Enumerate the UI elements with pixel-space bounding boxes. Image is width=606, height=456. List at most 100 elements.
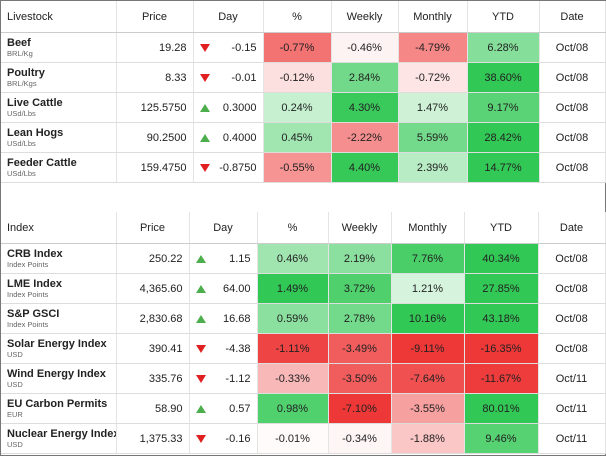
column-header: Weekly (328, 212, 392, 244)
price: 159.4750 (116, 152, 194, 183)
instrument-name: Nuclear Energy Index (7, 428, 116, 440)
ytd-change: 9.17% (467, 92, 540, 123)
day-value: 0.3000 (222, 101, 257, 114)
day-value: -0.01 (231, 71, 257, 84)
pct-change: -0.77% (263, 32, 332, 63)
data-row: Lean Hogs USd/Lbs 90.2500 0.4000 0.45% -2.22%… (1, 122, 606, 153)
ytd-change: 40.34% (464, 243, 539, 274)
name-cell: Poultry BRL/Kgs (1, 62, 117, 93)
weekly-change: -0.46% (331, 32, 399, 63)
pct-change: 0.59% (257, 303, 329, 334)
price: 125.5750 (116, 92, 194, 123)
ytd-change: 6.28% (467, 32, 540, 63)
name-cell: Wind Energy Index USD (1, 363, 117, 394)
unit: USd/Lbs (7, 109, 36, 118)
name-cell: Live Cattle USd/Lbs (1, 92, 117, 123)
day-value: 0.4000 (222, 131, 257, 144)
unit: USd/Lbs (7, 139, 36, 148)
date: Oct/08 (539, 62, 606, 93)
column-header: Day (193, 1, 264, 33)
date: Oct/08 (539, 152, 606, 183)
date: Oct/11 (538, 393, 606, 424)
day-change: -0.01 (193, 62, 264, 93)
column-header: Price (116, 1, 194, 33)
instrument-name: S&P GSCI (7, 308, 60, 320)
instrument-name: Feeder Cattle (7, 157, 77, 169)
unit: EUR (7, 410, 23, 419)
pct-change: 0.24% (263, 92, 332, 123)
day-change: 1.15 (189, 243, 258, 274)
name-cell: S&P GSCI Index Points (1, 303, 117, 334)
data-row: Wind Energy Index USD 335.76 -1.12 -0.33% -3.… (1, 363, 606, 394)
ytd-change: 14.77% (467, 152, 540, 183)
direction-arrow (195, 284, 206, 293)
monthly-change: 2.39% (398, 152, 468, 183)
direction-arrow (195, 314, 206, 323)
direction-arrow (199, 43, 210, 52)
day-value: 16.68 (222, 312, 251, 325)
instrument-name: EU Carbon Permits (7, 398, 108, 410)
date: Oct/08 (539, 32, 606, 63)
instrument-name: Poultry (7, 67, 45, 79)
direction-arrow (195, 374, 206, 383)
name-cell: LME Index Index Points (1, 273, 117, 304)
ytd-change: 28.42% (467, 122, 540, 153)
direction-arrow (195, 344, 206, 353)
column-header: Date (538, 212, 606, 244)
monthly-change: 7.76% (391, 243, 465, 274)
day-change: -0.16 (189, 423, 258, 454)
day-value: -0.15 (231, 41, 257, 54)
monthly-change: 1.47% (398, 92, 468, 123)
instrument-name: Lean Hogs (7, 127, 64, 139)
weekly-change: -7.10% (328, 393, 392, 424)
name-cell: Beef BRL/Kg (1, 32, 117, 63)
instrument-name: LME Index (7, 278, 63, 290)
direction-arrow (195, 434, 206, 443)
unit: BRL/Kg (7, 49, 33, 58)
data-row: Feeder Cattle USd/Lbs 159.4750 -0.8750 -0.55… (1, 152, 606, 183)
price: 8.33 (116, 62, 194, 93)
weekly-change: 2.19% (328, 243, 392, 274)
monthly-change: 5.59% (398, 122, 468, 153)
ytd-change: 9.46% (464, 423, 539, 454)
weekly-change: -3.50% (328, 363, 392, 394)
day-value: 0.57 (229, 402, 251, 415)
ytd-change: -11.67% (464, 363, 539, 394)
direction-arrow (195, 254, 206, 263)
instrument-name: CRB Index (7, 248, 63, 260)
day-change: -1.12 (189, 363, 258, 394)
weekly-change: 4.40% (331, 152, 399, 183)
day-change: -0.8750 (193, 152, 264, 183)
data-row: Solar Energy Index USD 390.41 -4.38 -1.11% -3… (1, 333, 606, 364)
ytd-change: 80.01% (464, 393, 539, 424)
monthly-change: -3.55% (391, 393, 465, 424)
price: 335.76 (116, 363, 190, 394)
pct-change: -0.01% (257, 423, 329, 454)
column-header: Day (189, 212, 258, 244)
weekly-change: 2.78% (328, 303, 392, 334)
data-row: LME Index Index Points 4,365.60 64.00 1.49% 3… (1, 273, 606, 304)
column-header: Date (539, 1, 606, 33)
monthly-change: -7.64% (391, 363, 465, 394)
pct-change: 0.46% (257, 243, 329, 274)
monthly-change: -9.11% (391, 333, 465, 364)
monthly-change: 1.21% (391, 273, 465, 304)
monthly-change: -0.72% (398, 62, 468, 93)
day-value: -1.12 (225, 372, 251, 385)
ytd-change: 43.18% (464, 303, 539, 334)
direction-arrow (199, 103, 210, 112)
name-cell: CRB Index Index Points (1, 243, 117, 274)
day-value: 64.00 (222, 282, 251, 295)
ytd-change: 38.60% (467, 62, 540, 93)
column-header: Monthly (391, 212, 465, 244)
name-cell: Lean Hogs USd/Lbs (1, 122, 117, 153)
date: Oct/08 (538, 273, 606, 304)
column-header: % (263, 1, 332, 33)
price: 250.22 (116, 243, 190, 274)
day-value: 1.15 (229, 252, 251, 265)
data-row: Live Cattle USd/Lbs 125.5750 0.3000 0.24% 4.3… (1, 92, 606, 123)
name-cell: Nuclear Energy Index USD (1, 423, 117, 454)
direction-arrow (199, 133, 210, 142)
header-row: Index Price Day% Weekly Monthly YTD Date (1, 212, 606, 244)
